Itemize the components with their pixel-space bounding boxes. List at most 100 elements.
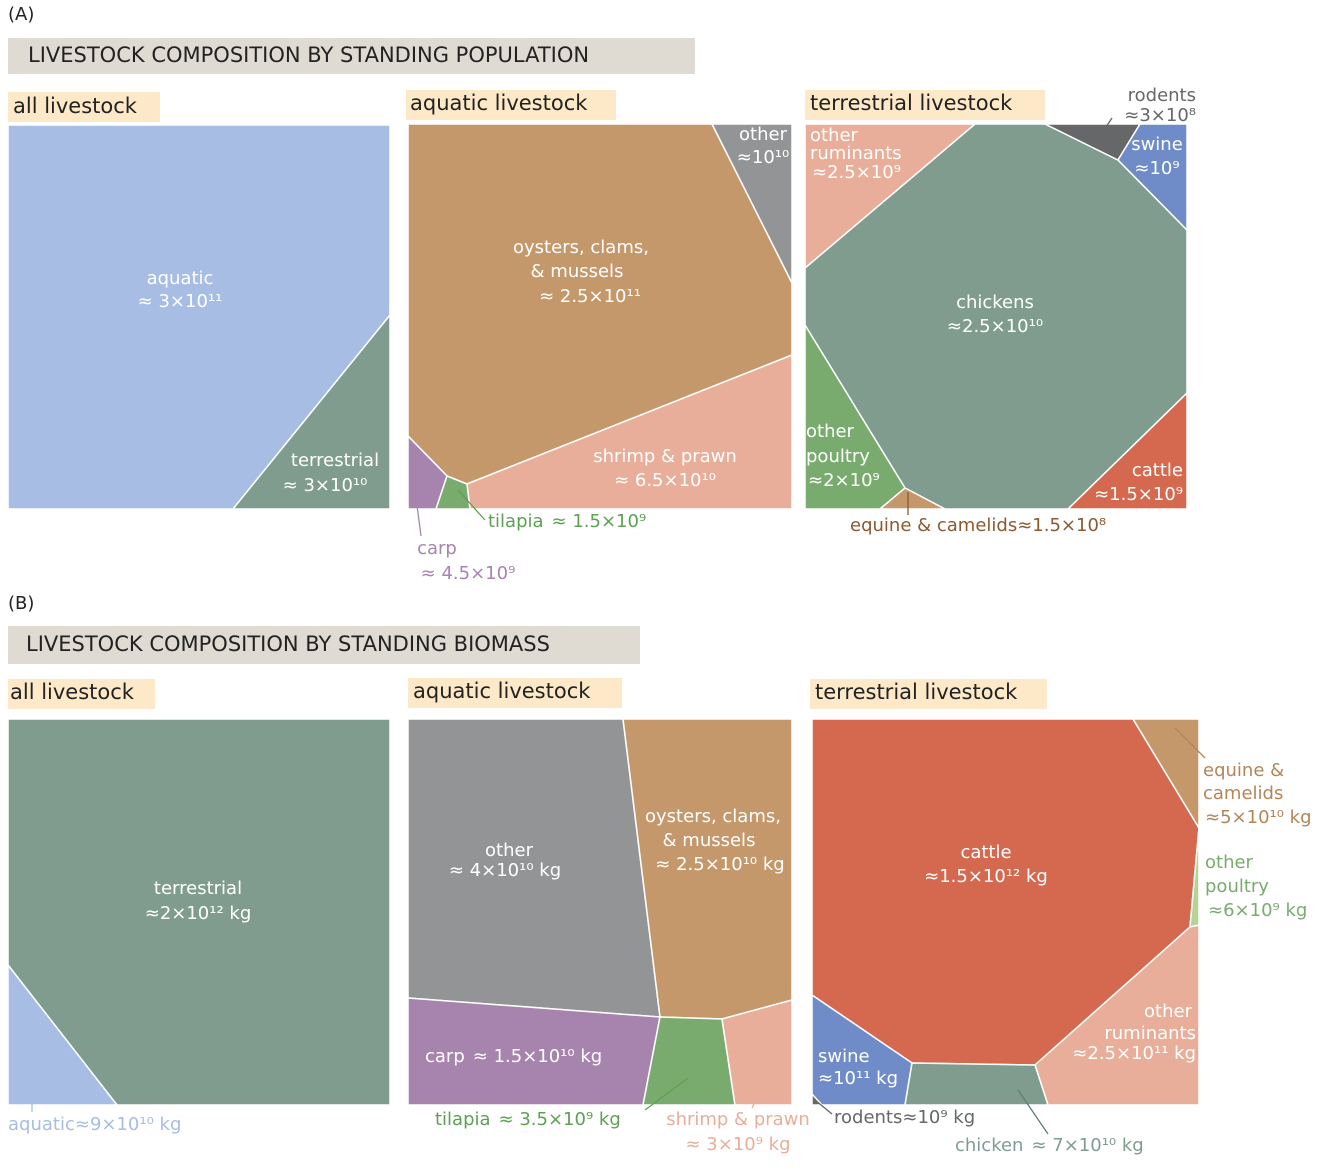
cell-name: cattle bbox=[1132, 460, 1183, 481]
group-box bbox=[8, 679, 155, 709]
group-box bbox=[805, 90, 1045, 120]
cell-label: chicken ≈ 7×10¹⁰ kg bbox=[955, 1135, 1144, 1156]
cell-name: other bbox=[739, 124, 788, 145]
cell-name: carp bbox=[425, 1046, 465, 1067]
cell-value: ≈2.5×10¹⁰ bbox=[947, 316, 1043, 337]
cell-name: chicken bbox=[955, 1135, 1023, 1156]
cell-value: ≈2.5×10¹¹ kg bbox=[1072, 1043, 1196, 1064]
cell-value: ≈2×10⁹ bbox=[808, 470, 880, 491]
group-title: aquatic livestock bbox=[410, 91, 588, 115]
panel-letter: (B) bbox=[8, 593, 34, 614]
cell-value: ≈1.5×10¹² kg bbox=[924, 866, 1048, 887]
cell-name: oysters, clams, bbox=[645, 806, 781, 827]
cell-value: ≈9×10¹⁰ kg bbox=[75, 1114, 182, 1135]
cell-value: ≈ 4.5×10⁹ bbox=[421, 563, 516, 584]
leader bbox=[1174, 727, 1206, 759]
group-title: terrestrial livestock bbox=[810, 91, 1013, 115]
cells bbox=[7, 123, 1188, 510]
group-box bbox=[810, 679, 1047, 709]
cell-value: ≈1.5×10⁹ bbox=[1094, 484, 1183, 505]
cell bbox=[721, 999, 793, 1106]
cell-value: ≈ 3×10¹⁰ bbox=[283, 475, 368, 496]
leader bbox=[814, 1099, 833, 1115]
cell-value: ≈1.5×10⁸ bbox=[1017, 515, 1106, 536]
cell-value: ≈ 1.5×10¹⁰ kg bbox=[473, 1046, 602, 1067]
cell-name: aquatic bbox=[147, 268, 214, 289]
cell bbox=[1131, 718, 1200, 831]
cell-value: ≈ 4×10¹⁰ kg bbox=[449, 860, 561, 881]
cell-value: ≈2.5×10⁹ bbox=[812, 162, 901, 183]
cell-value: ≈10⁹ bbox=[1134, 158, 1179, 179]
cell-value: ≈ 6.5×10¹⁰ bbox=[614, 470, 716, 491]
cell bbox=[904, 1062, 1050, 1106]
cell-value: ≈3×10⁸ bbox=[1124, 105, 1196, 126]
cell-name: terrestrial bbox=[291, 450, 379, 471]
cell-name: swine bbox=[1131, 134, 1183, 155]
cell-name: chickens bbox=[956, 292, 1034, 313]
cell-name: ruminants bbox=[810, 143, 902, 164]
leader bbox=[1017, 1089, 1049, 1135]
cell-value: ≈ 2.5×10¹⁰ kg bbox=[655, 854, 784, 875]
group-box bbox=[408, 678, 622, 708]
leader bbox=[751, 1079, 766, 1109]
cell-value: ≈6×10⁹ kg bbox=[1208, 900, 1307, 921]
cell-label: tilapia ≈ 3.5×10⁹ kg bbox=[435, 1109, 621, 1130]
cell bbox=[7, 718, 391, 1106]
cell-name: tilapia bbox=[435, 1109, 491, 1130]
cell-name: & mussels bbox=[663, 830, 756, 851]
cell-name: poultry bbox=[1205, 876, 1269, 897]
cell bbox=[1066, 391, 1188, 510]
cell-name: equine & camelids bbox=[850, 515, 1017, 536]
group-box bbox=[8, 92, 160, 122]
cell-name: other bbox=[485, 840, 534, 861]
cell-value: ≈2×10¹² kg bbox=[145, 903, 252, 924]
cell-name: ruminants bbox=[1104, 1023, 1196, 1044]
panel-letter: (A) bbox=[8, 4, 34, 25]
cell-label: rodents≈10⁹ kg bbox=[834, 1107, 975, 1128]
cell-name: shrimp & prawn bbox=[593, 446, 737, 467]
cell-name: camelids bbox=[1203, 783, 1283, 804]
cell-name: rodents bbox=[1128, 85, 1196, 106]
cell-name: other bbox=[1205, 852, 1254, 873]
group-box bbox=[406, 90, 616, 120]
cell-name: & mussels bbox=[531, 261, 624, 282]
cell bbox=[231, 312, 391, 510]
leader bbox=[1099, 117, 1113, 137]
cell-name: other bbox=[806, 421, 855, 442]
cell-name: poultry bbox=[806, 446, 870, 467]
cell bbox=[1117, 123, 1188, 232]
cell-name: carp bbox=[417, 538, 457, 559]
cell-value: ≈ 2.5×10¹¹ bbox=[539, 286, 641, 307]
cell-name: shrimp & prawn bbox=[666, 1109, 810, 1130]
leader bbox=[457, 489, 486, 521]
cell-label: equine & camelids≈1.5×10⁸ bbox=[850, 515, 1106, 536]
cell-label: tilapia ≈ 1.5×10⁹ bbox=[488, 511, 646, 532]
cell-value: ≈10⁹ kg bbox=[902, 1107, 975, 1128]
group-title: aquatic livestock bbox=[413, 679, 591, 703]
cell-value: ≈ 3.5×10⁹ kg bbox=[499, 1109, 621, 1130]
cell bbox=[7, 962, 119, 1106]
cell-value: ≈10¹⁰ bbox=[737, 147, 789, 168]
cell-name: terrestrial bbox=[154, 878, 242, 899]
panel-title: LIVESTOCK COMPOSITION BY STANDING POPULA… bbox=[28, 43, 589, 67]
cell-name: other bbox=[810, 125, 859, 146]
cell-value: ≈ 1.5×10⁹ bbox=[552, 511, 647, 532]
cell bbox=[642, 1016, 736, 1106]
leader bbox=[414, 489, 422, 537]
cell-value: ≈ 3×10¹¹ bbox=[138, 291, 223, 312]
title-box bbox=[8, 38, 695, 74]
panel-title: LIVESTOCK COMPOSITION BY STANDING BIOMAS… bbox=[26, 632, 550, 656]
cell-name: equine & bbox=[1203, 760, 1284, 781]
cell-label: aquatic≈9×10¹⁰ kg bbox=[8, 1114, 181, 1135]
cell-name: aquatic bbox=[8, 1114, 75, 1135]
cell-name: other bbox=[1144, 1001, 1193, 1022]
cell-value: ≈ 3×10⁹ kg bbox=[685, 1134, 790, 1155]
cell-name: tilapia bbox=[488, 511, 544, 532]
cell-name: oysters, clams, bbox=[513, 237, 649, 258]
group-title: all livestock bbox=[13, 94, 138, 118]
cell-name: swine bbox=[818, 1046, 870, 1067]
cell-name: rodents bbox=[834, 1107, 902, 1128]
cell-label: carp ≈ 1.5×10¹⁰ kg bbox=[425, 1046, 602, 1067]
cells bbox=[7, 718, 1200, 1106]
